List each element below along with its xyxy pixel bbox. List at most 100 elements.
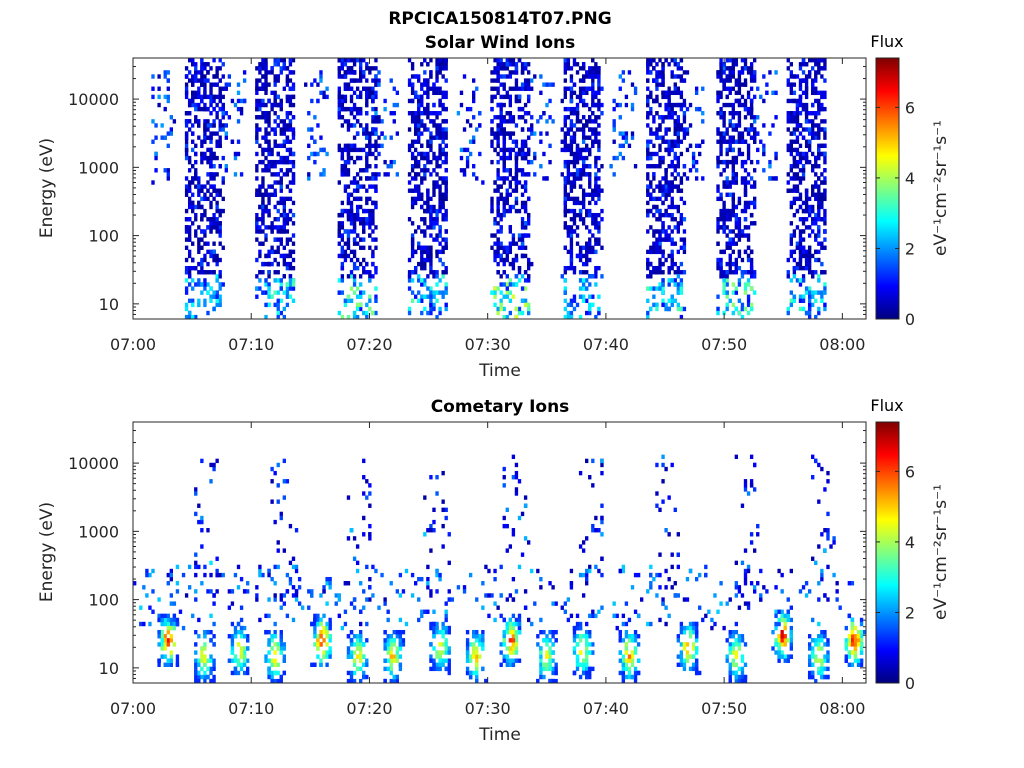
heatmap-cell: [423, 78, 427, 83]
heatmap-cell: [151, 180, 155, 185]
heatmap-cell: [417, 225, 421, 230]
heatmap-cell: [649, 261, 653, 267]
heatmap-cell: [667, 184, 671, 189]
heatmap-cell: [591, 233, 595, 238]
heatmap-cell: [187, 184, 192, 189]
heatmap-cell: [658, 249, 662, 255]
heatmap-cell: [795, 111, 800, 116]
heatmap-cell: [588, 192, 592, 197]
heatmap-cell: [206, 155, 210, 161]
heatmap-cell: [429, 204, 433, 210]
heatmap-cell: [664, 94, 668, 100]
heatmap-cell: [508, 102, 513, 108]
heatmap-cell: [804, 200, 809, 206]
heatmap-cell: [749, 66, 754, 71]
heatmap-cell: [310, 135, 314, 140]
heatmap-cell: [285, 172, 290, 177]
heatmap-cell: [258, 70, 262, 75]
heatmap-cell: [432, 274, 436, 279]
heatmap-cell: [670, 253, 674, 259]
heatmap-cell: [465, 119, 470, 124]
heatmap-cell: [652, 188, 656, 193]
heatmap-cell: [380, 143, 384, 149]
heatmap-cell: [566, 314, 571, 320]
heatmap-cell: [505, 131, 509, 136]
heatmap-cell: [786, 115, 790, 120]
heatmap-cell: [444, 90, 448, 96]
heatmap-cell: [355, 204, 360, 210]
heatmap-cell: [743, 217, 748, 222]
heatmap-cell: [435, 74, 439, 79]
heatmap-cell: [432, 123, 436, 128]
heatmap-cell: [206, 159, 210, 165]
heatmap-cell: [591, 70, 595, 75]
heatmap-cell: [649, 127, 653, 132]
heatmap-cell: [523, 204, 528, 210]
heatmap-cell: [734, 127, 739, 132]
heatmap-cell: [365, 217, 369, 222]
heatmap-cell: [563, 180, 567, 185]
heatmap-cell: [288, 278, 293, 283]
heatmap-cell: [368, 143, 372, 149]
heatmap-cell: [441, 270, 445, 275]
heatmap-cell: [468, 139, 473, 144]
heatmap-cell: [670, 188, 674, 193]
heatmap-cell: [200, 229, 204, 234]
heatmap-cell: [716, 229, 720, 234]
heatmap-cell: [811, 151, 815, 157]
heatmap-cell: [499, 196, 503, 202]
heatmap-cell: [258, 188, 262, 193]
heatmap-cell: [694, 168, 699, 173]
heatmap-cell: [288, 159, 293, 165]
heatmap-cell: [731, 237, 735, 242]
heatmap-cell: [270, 127, 274, 132]
heatmap-cell: [792, 184, 797, 189]
heatmap-cell: [490, 196, 494, 202]
heatmap-cell: [594, 314, 598, 320]
heatmap-cell: [420, 229, 424, 234]
heatmap-cell: [505, 253, 509, 259]
heatmap-cell: [667, 94, 671, 100]
heatmap-cell: [267, 147, 271, 153]
heatmap-cell: [459, 102, 464, 108]
heatmap-cell: [514, 66, 519, 71]
heatmap-cell: [203, 282, 207, 287]
heatmap-cell: [728, 102, 732, 108]
heatmap-cell: [267, 131, 271, 136]
heatmap-cell: [588, 257, 592, 263]
heatmap-cell: [630, 106, 635, 112]
heatmap-cell: [728, 180, 732, 185]
heatmap-cell: [172, 119, 177, 124]
heatmap-cell: [236, 98, 241, 104]
heatmap-cell: [496, 135, 500, 140]
heatmap-cell: [313, 159, 317, 165]
heatmap-cell: [374, 139, 378, 144]
heatmap-cell: [526, 217, 531, 222]
heatmap-cell: [673, 225, 677, 230]
heatmap-cell: [798, 143, 803, 149]
heatmap-cell: [508, 192, 513, 197]
heatmap-cell: [313, 151, 317, 157]
heatmap-cell: [667, 204, 671, 210]
heatmap-cell: [673, 131, 677, 136]
heatmap-cell: [517, 86, 522, 91]
heatmap-cell: [233, 172, 238, 177]
heatmap-cell: [646, 102, 650, 108]
heatmap-cell: [807, 265, 812, 271]
heatmap-cell: [817, 278, 821, 283]
heatmap-cell: [209, 90, 213, 96]
heatmap-cell: [807, 306, 812, 312]
heatmap-cell: [282, 127, 286, 132]
heatmap-cell: [420, 102, 424, 108]
heatmap-cell: [737, 98, 742, 104]
heatmap-cell: [566, 310, 571, 316]
heatmap-cell: [801, 90, 806, 96]
heatmap-cell: [224, 164, 228, 169]
heatmap-cell: [578, 172, 583, 177]
heatmap-cell: [722, 139, 726, 144]
heatmap-cell: [511, 176, 516, 181]
heatmap-cell: [206, 62, 210, 67]
heatmap-cell: [600, 208, 604, 214]
heatmap-cell: [749, 212, 754, 218]
heatmap-cell: [789, 98, 793, 104]
